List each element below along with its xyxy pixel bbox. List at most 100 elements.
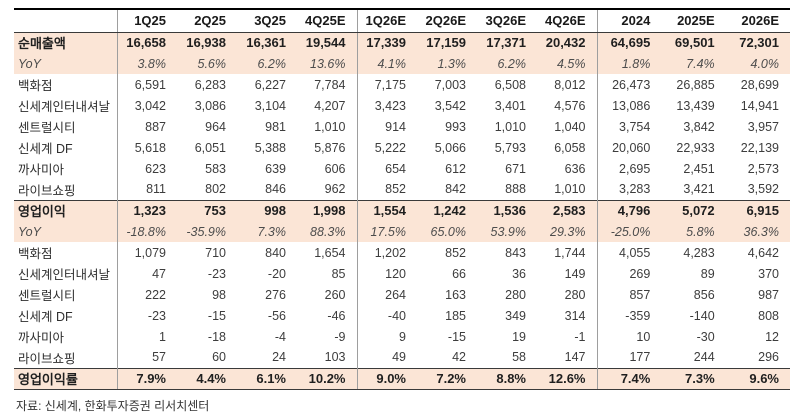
row-label: 신세계인터내셔날: [14, 95, 118, 116]
value-cell: 2,583: [537, 199, 598, 221]
value-cell: 4,055: [619, 245, 651, 260]
value-cell: 264: [385, 287, 406, 302]
value-cell: 7,003: [434, 77, 466, 92]
table-row: 라이브쇼핑 811 802 846 962 852 842 888 1,010 3,283 3,42…: [14, 179, 790, 200]
value-cell: -4: [274, 329, 286, 344]
table-header: 1Q25 2Q25 3Q25 4Q25E 1Q26E 2Q26E 3Q26E 4Q26E 202…: [14, 9, 790, 33]
value-cell: 6.2%: [477, 53, 537, 74]
row-label: 라이브쇼핑: [14, 179, 118, 200]
row-label: 라이브쇼핑: [14, 347, 118, 368]
value-cell: 1,040: [537, 116, 598, 137]
table-row: YoY -18.8% -35.9% 7.3% 88.3% 17.5% 65.0% 53.9% 2…: [14, 221, 790, 242]
value-cell: 5,222: [374, 140, 406, 155]
value-cell: 7.3%: [237, 221, 297, 242]
value-cell: 370: [758, 266, 779, 281]
value-cell: 349: [505, 308, 526, 323]
table-row: YoY 3.8% 5.6% 6.2% 13.6% 4.1% 1.3% 6.2% 4.5% 1.8%…: [14, 53, 790, 74]
value-cell: 163: [445, 287, 466, 302]
value-cell: 1,010: [297, 116, 358, 137]
value-cell: -46: [297, 305, 358, 326]
value-cell: 22,139: [740, 140, 779, 155]
value-cell: 4,207: [297, 95, 358, 116]
value-cell: 964: [205, 119, 226, 134]
value-cell: -35.9%: [177, 221, 237, 242]
value-cell: 981: [265, 119, 286, 134]
value-cell: 85: [297, 263, 358, 284]
value-cell: 1: [159, 329, 166, 344]
value-cell: 19: [512, 329, 526, 344]
table-row: 센트럴시티 887 964 981 1,010 914 993 1,010 1,040 3,754…: [14, 116, 790, 137]
value-cell: 222: [145, 287, 166, 302]
value-cell: 13,439: [676, 98, 715, 113]
value-cell: 852: [445, 245, 466, 260]
table-row: 라이브쇼핑 57 60 24 103 49 42 58 147 177 244 296: [14, 347, 790, 368]
value-cell: -1: [537, 326, 598, 347]
value-cell: 1,998: [297, 199, 358, 221]
value-cell: 1.8%: [597, 53, 662, 74]
value-cell: 6.1%: [237, 367, 297, 390]
value-cell: 1,010: [494, 119, 526, 134]
value-cell: -140: [689, 308, 715, 323]
value-cell: -23: [207, 266, 226, 281]
column-header: 1Q26E: [357, 9, 417, 33]
value-cell: 1,554: [357, 199, 417, 221]
value-cell: 3,104: [254, 98, 286, 113]
table-body: 순매출액 16,658 16,938 16,361 19,544 17,339 17,159…: [14, 32, 790, 390]
value-cell: 612: [445, 161, 466, 176]
value-cell: 1,536: [477, 199, 537, 221]
table-row: 신세계 DF -23 -15 -56 -46 -40 185 349 314 -359 -140 80…: [14, 305, 790, 326]
value-cell: 1.3%: [417, 53, 477, 74]
value-cell: 6,591: [134, 77, 166, 92]
value-cell: 753: [177, 199, 237, 221]
corner-cell: [14, 9, 118, 33]
value-cell: 636: [537, 158, 598, 179]
value-cell: 3,283: [619, 182, 651, 197]
value-cell: 2,695: [619, 161, 651, 176]
value-cell: 1,744: [537, 242, 598, 263]
value-cell: 7.4%: [661, 53, 726, 74]
value-cell: 4.1%: [357, 53, 417, 74]
value-cell: 64,695: [597, 32, 662, 53]
value-cell: 16,658: [117, 32, 177, 53]
row-label: 백화점: [14, 74, 118, 95]
table-row: 백화점 1,079 710 840 1,654 1,202 852 843 1,744 4,055…: [14, 242, 790, 263]
value-cell: 72,301: [725, 32, 790, 53]
value-cell: 9: [399, 329, 406, 344]
value-cell: 987: [758, 287, 779, 302]
value-cell: 654: [385, 161, 406, 176]
value-cell: -56: [267, 308, 286, 323]
row-label: 순매출액: [14, 32, 118, 53]
value-cell: -25.0%: [597, 221, 662, 242]
value-cell: 120: [385, 266, 406, 281]
value-cell: 5.8%: [661, 221, 726, 242]
value-cell: 3,957: [747, 119, 779, 134]
value-cell: 1,242: [417, 199, 477, 221]
value-cell: 12.6%: [537, 367, 598, 390]
value-cell: 98: [212, 287, 226, 302]
row-label: 센트럴시티: [14, 284, 118, 305]
value-cell: 710: [205, 245, 226, 260]
value-cell: 276: [265, 287, 286, 302]
value-cell: 244: [693, 350, 715, 365]
value-cell: 840: [265, 245, 286, 260]
value-cell: 5,066: [434, 140, 466, 155]
value-cell: 7.3%: [661, 367, 726, 390]
value-cell: 36.3%: [725, 221, 790, 242]
value-cell: 36: [512, 266, 526, 281]
value-cell: 3,042: [134, 98, 166, 113]
table-row: 신세계 DF 5,618 6,051 5,388 5,876 5,222 5,066 5,79…: [14, 137, 790, 158]
value-cell: 89: [700, 266, 715, 281]
value-cell: 17.5%: [357, 221, 417, 242]
value-cell: 177: [629, 350, 651, 365]
value-cell: 7.9%: [117, 367, 177, 390]
column-header: 2Q25: [177, 9, 237, 33]
value-cell: 42: [452, 350, 466, 365]
value-cell: 998: [237, 199, 297, 221]
value-cell: 808: [758, 308, 779, 323]
value-cell: -40: [387, 308, 406, 323]
value-cell: 856: [693, 287, 715, 302]
value-cell: 802: [205, 182, 226, 197]
value-cell: 10: [636, 329, 651, 344]
value-cell: 19,544: [297, 32, 358, 53]
column-header: 3Q25: [237, 9, 297, 33]
